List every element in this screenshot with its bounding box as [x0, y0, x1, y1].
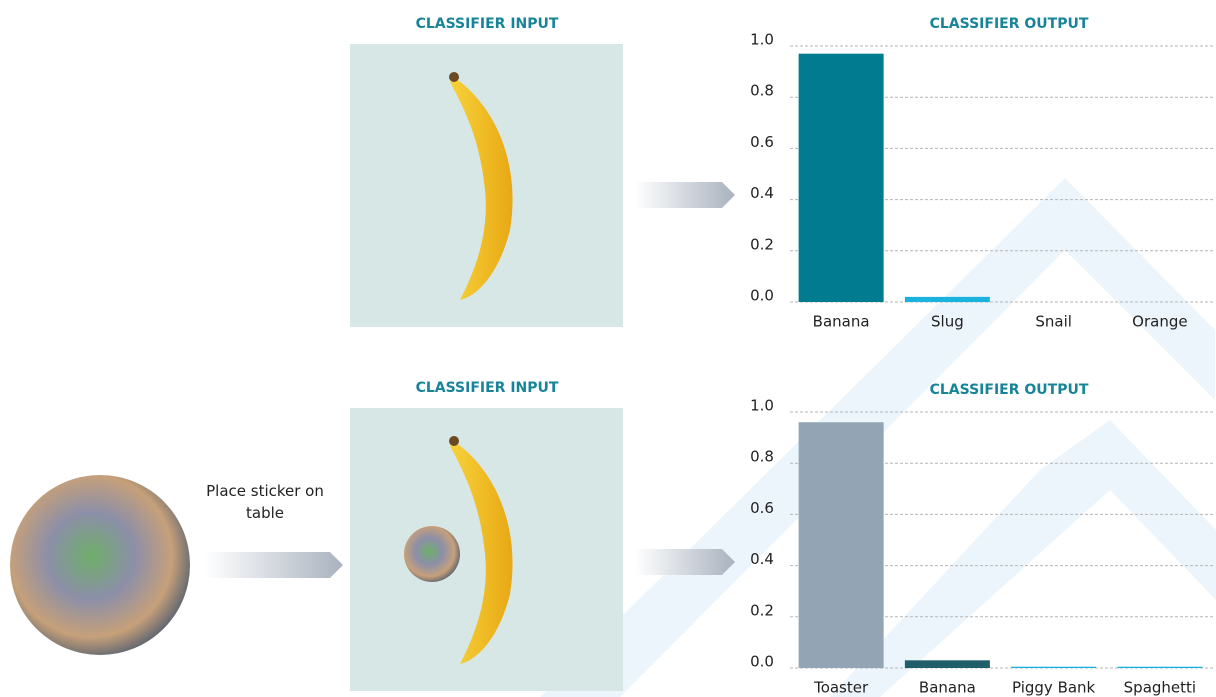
input-title: CLASSIFIER INPUT [416, 380, 559, 396]
sticker-caption: Place sticker on table [195, 480, 335, 524]
input-image [350, 408, 623, 691]
figure: Place sticker on table CLASSIFIER INPUT … [0, 0, 1216, 697]
y-tick-label: 0.8 [750, 448, 774, 466]
bar [1117, 667, 1202, 668]
x-tick-label: Banana [813, 313, 870, 331]
y-tick-label: 0.8 [750, 82, 774, 100]
bar [905, 297, 990, 302]
y-tick-label: 0.6 [750, 499, 774, 517]
sticker-small [404, 526, 460, 582]
x-tick-label: Spaghetti [1124, 679, 1196, 697]
bar [799, 54, 884, 302]
sticker [10, 475, 190, 655]
arrow [635, 182, 735, 208]
bar [1011, 667, 1096, 668]
y-tick-label: 0.2 [750, 601, 774, 619]
chart-title: CLASSIFIER OUTPUT [930, 382, 1089, 398]
y-tick-label: 0.6 [750, 133, 774, 151]
arrow [205, 552, 343, 578]
y-tick-label: 1.0 [750, 31, 774, 49]
x-tick-label: Orange [1132, 313, 1187, 331]
x-tick-label: Banana [919, 679, 976, 697]
page: Place sticker on table CLASSIFIER INPUT … [0, 0, 1216, 697]
y-tick-label: 0.0 [750, 287, 774, 305]
bar [799, 422, 884, 668]
input-title: CLASSIFIER INPUT [416, 16, 559, 32]
y-tick-label: 0.4 [750, 184, 774, 202]
y-tick-label: 0.4 [750, 550, 774, 568]
arrow [635, 549, 735, 575]
x-tick-label: Toaster [813, 679, 869, 697]
x-tick-label: Piggy Bank [1012, 679, 1096, 697]
y-tick-label: 0.2 [750, 235, 774, 253]
caption-box: Place sticker on table [195, 480, 335, 530]
input-image [350, 44, 623, 327]
y-tick-label: 0.0 [750, 653, 774, 671]
x-tick-label: Slug [931, 313, 964, 331]
bar [905, 660, 990, 668]
x-tick-label: Snail [1035, 313, 1072, 331]
y-tick-label: 1.0 [750, 397, 774, 415]
chart-title: CLASSIFIER OUTPUT [930, 16, 1089, 32]
